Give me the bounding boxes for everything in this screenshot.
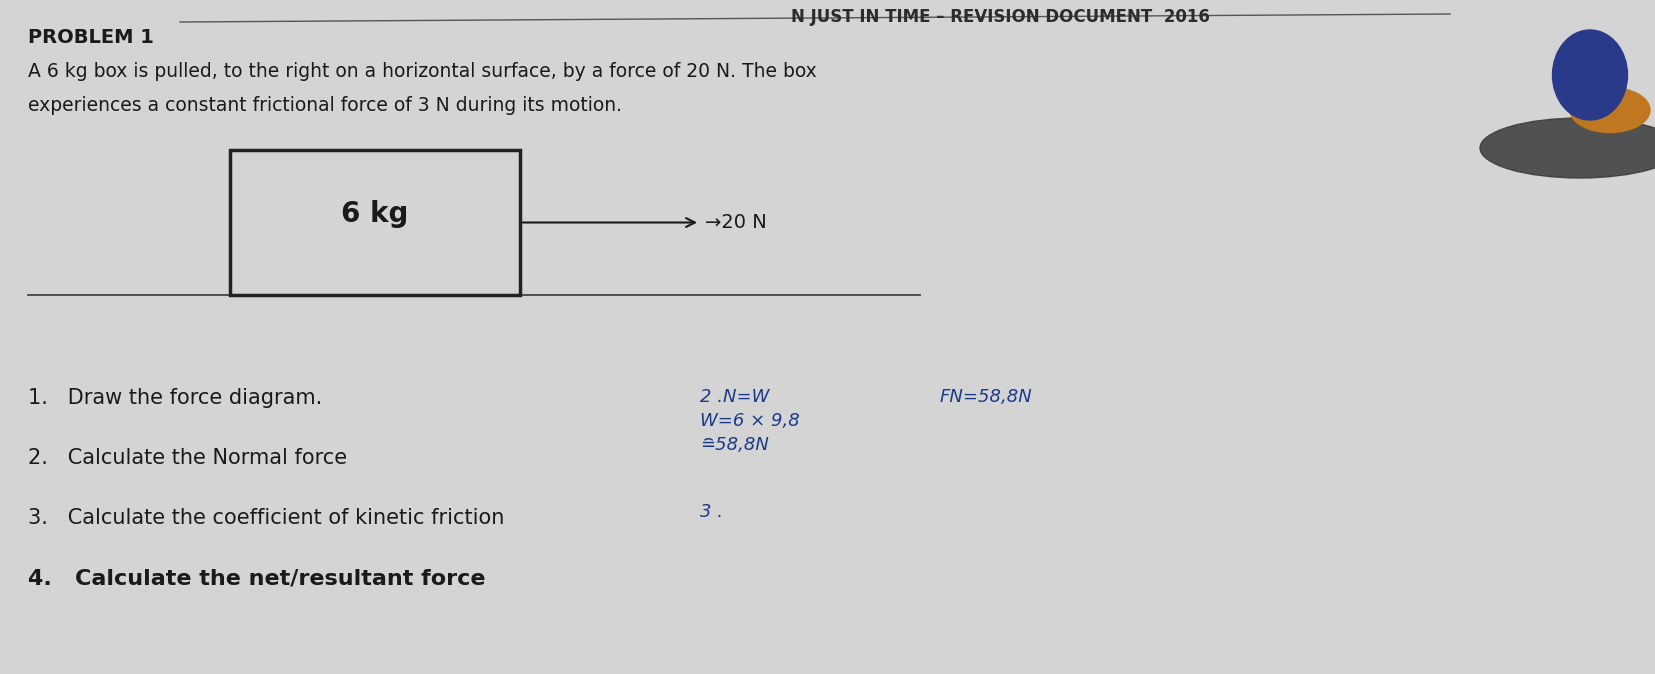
Text: 2.   Calculate the Normal force: 2. Calculate the Normal force	[28, 448, 348, 468]
Text: N JUST IN TIME – REVISION DOCUMENT  2016: N JUST IN TIME – REVISION DOCUMENT 2016	[789, 8, 1208, 26]
Text: →20 N: →20 N	[705, 213, 766, 232]
Text: 4.   Calculate the net/resultant force: 4. Calculate the net/resultant force	[28, 568, 485, 588]
Text: 1.   Draw the force diagram.: 1. Draw the force diagram.	[28, 388, 323, 408]
Text: 3 .: 3 .	[700, 503, 723, 521]
Text: PROBLEM 1: PROBLEM 1	[28, 28, 154, 47]
Ellipse shape	[1551, 30, 1627, 120]
Bar	[230, 150, 520, 295]
Ellipse shape	[1569, 88, 1648, 133]
Text: A 6 kg box is pulled, to the right on a horizontal surface, by a force of 20 N. : A 6 kg box is pulled, to the right on a …	[28, 62, 816, 81]
Text: FN=58,8N: FN=58,8N	[940, 388, 1033, 406]
Text: 2 .N=W: 2 .N=W	[700, 388, 770, 406]
Text: 6 kg: 6 kg	[341, 200, 409, 228]
Ellipse shape	[1480, 118, 1655, 178]
Text: ≘58,8N: ≘58,8N	[700, 436, 768, 454]
Text: W=6 × 9,8: W=6 × 9,8	[700, 412, 799, 430]
Text: experiences a constant frictional force of 3 N during its motion.: experiences a constant frictional force …	[28, 96, 622, 115]
Text: 3.   Calculate the coefficient of kinetic friction: 3. Calculate the coefficient of kinetic …	[28, 508, 505, 528]
